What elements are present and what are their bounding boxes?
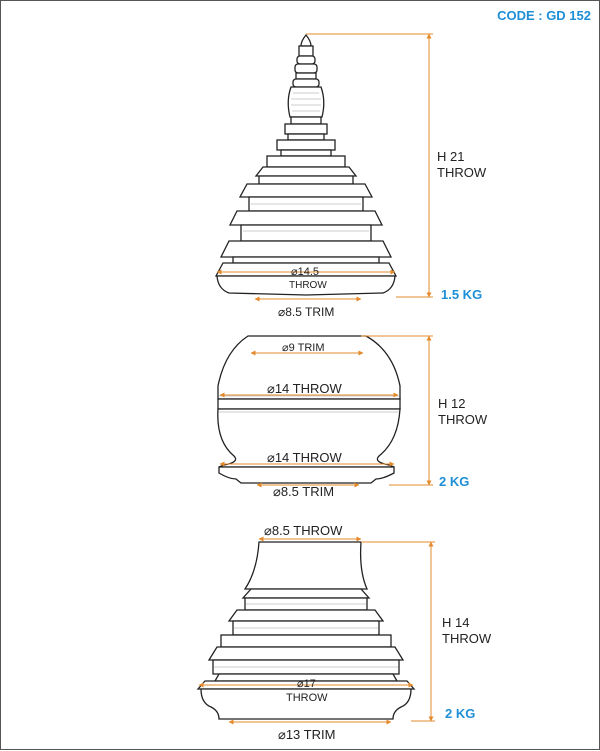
finial-bottom-dia-label: ⌀8.5 TRIM: [278, 305, 334, 319]
bulb-top-dia-label: ⌀9 TRIM: [282, 342, 324, 354]
finial-dimension-lines: [216, 33, 433, 302]
base-bottom-dia-label: ⌀13 TRIM: [278, 727, 335, 742]
bulb-mid-dia-label: ⌀14 THROW: [267, 381, 342, 396]
finial-height-label: H 21 THROW: [437, 149, 486, 181]
bulb-dimension-lines: [219, 335, 433, 488]
finial-inner-dia-note-label: THROW: [289, 280, 327, 291]
base-drawing: [196, 541, 416, 720]
bulb-weight: 2 KG: [439, 474, 470, 489]
base-top-dia-label: ⌀8.5 THROW: [264, 523, 343, 538]
base-weight: 2 KG: [445, 706, 476, 721]
base-dimension-lines: [198, 536, 435, 725]
base-height-label: H 14 THROW: [442, 615, 491, 647]
base-height-value: H 14: [442, 615, 470, 630]
base-height-note: THROW: [442, 631, 492, 646]
bulb-height-value: H 12: [438, 396, 466, 411]
bulb-lower-dia-label: ⌀14 THROW: [267, 450, 342, 465]
base-inner-dia-value-label: ⌀17: [297, 678, 316, 690]
finial-weight: 1.5 KG: [441, 287, 483, 302]
finial-inner-dia-value-label: ⌀14.5: [291, 266, 319, 278]
finial-height-value: H 21: [437, 149, 465, 164]
bulb-height-note: THROW: [438, 412, 488, 427]
finial-drawing: [214, 33, 398, 296]
bulb-height-label: H 12 THROW: [438, 396, 487, 428]
bulb-bottom-dia-label: ⌀8.5 TRIM: [273, 484, 334, 499]
base-inner-dia-note-label: THROW: [286, 692, 328, 704]
finial-height-note: THROW: [437, 165, 487, 180]
product-code: CODE : GD 152: [497, 8, 591, 23]
